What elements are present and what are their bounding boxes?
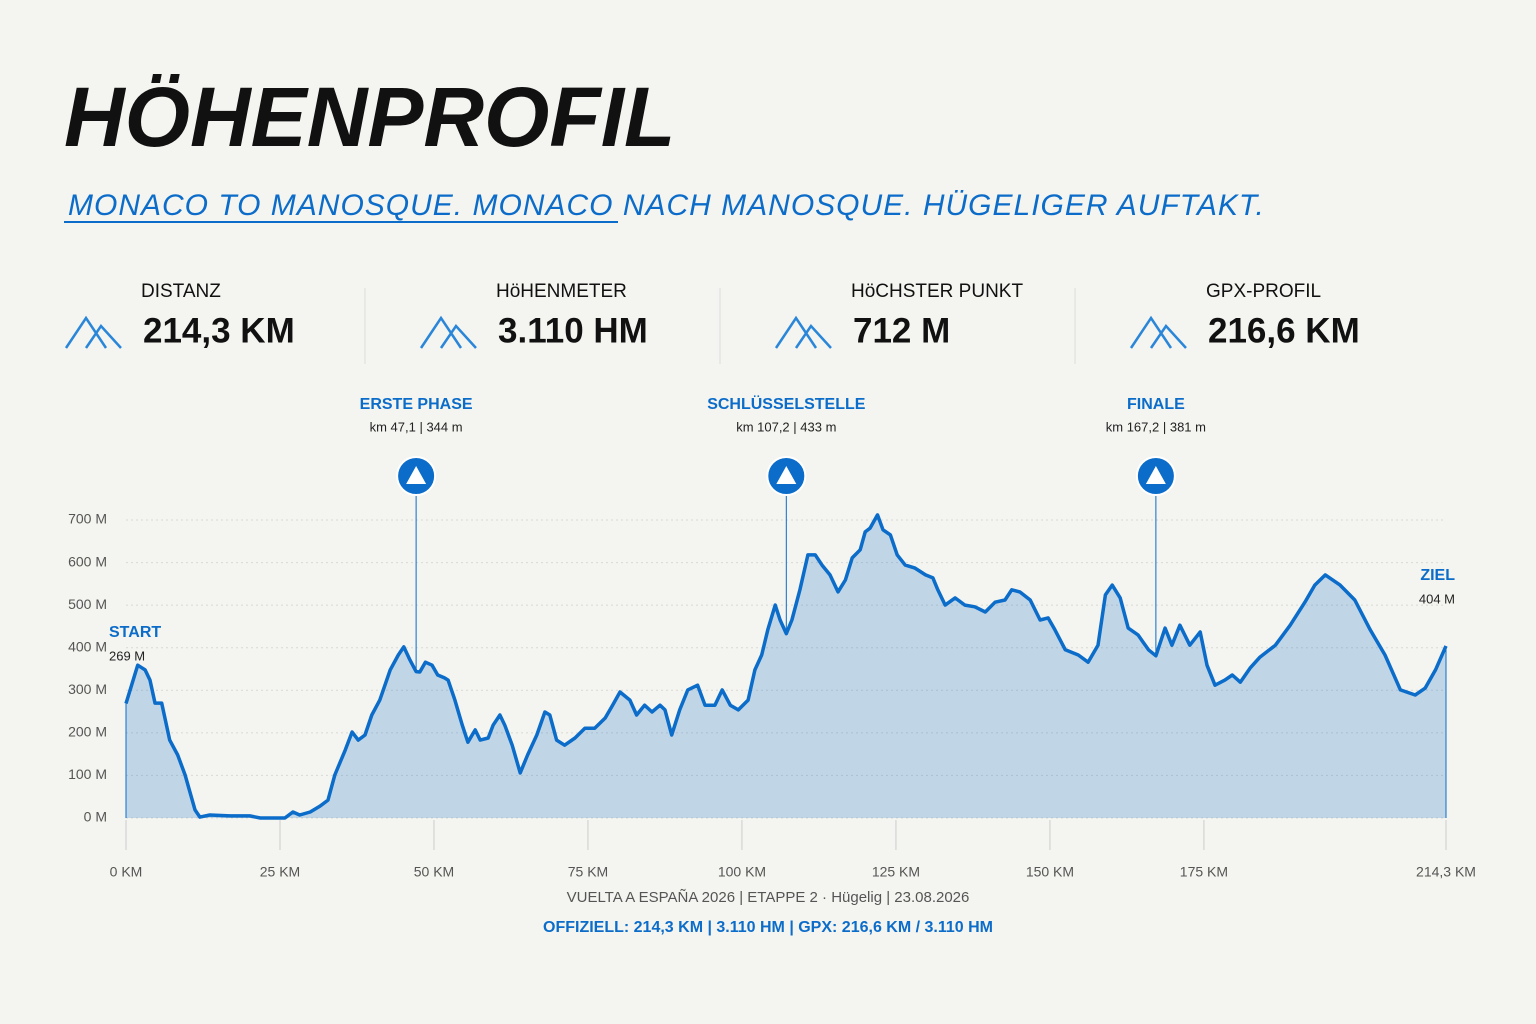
y-tick-label: 300 M	[68, 681, 107, 697]
elevation-area	[126, 514, 1446, 818]
stat-label: HöHENMETER	[496, 281, 627, 302]
footer-official: OFFIZIELL: 214,3 KM | 3.110 HM | GPX: 21…	[543, 919, 993, 936]
start-label: START	[109, 624, 161, 641]
annotation-detail: km 167,2 | 381 m	[1106, 419, 1206, 434]
x-tick-label: 125 KM	[872, 864, 920, 880]
start-elevation: 269 M	[109, 648, 145, 663]
annotation-detail: km 47,1 | 344 m	[370, 419, 463, 434]
stat-value: 3.110 HM	[498, 311, 648, 350]
footer-info: VUELTA A ESPAÑA 2026 | ETAPPE 2 · Hügeli…	[567, 889, 970, 906]
stats: DISTANZ 214,3 KM HöHENMETER 3.110 HM HöCHSTE…	[64, 281, 1360, 364]
stat-value: 214,3 KM	[143, 311, 295, 350]
x-tick-label: 100 KM	[718, 864, 766, 880]
y-tick-label: 700 M	[68, 511, 107, 527]
mountain-icon	[64, 315, 122, 349]
y-tick-label: 0 M	[84, 809, 107, 825]
annotation-label: FINALE	[1127, 396, 1185, 413]
y-tick-label: 400 M	[68, 638, 107, 654]
mountain-icon	[419, 315, 477, 349]
subtitle: MONACO TO MANOSQUE. MONACO NACH MANOSQUE…	[68, 189, 1265, 222]
y-tick-label: 600 M	[68, 553, 107, 569]
x-tick-label: 50 KM	[414, 864, 454, 880]
stat-label: HöCHSTER PUNKT	[851, 281, 1023, 302]
x-tick-label: 25 KM	[260, 864, 300, 880]
plot: 0 M 100 M 200 M 300 M 400 M 500 M 600 M 700 M 0 …	[68, 394, 1476, 879]
stat-value: 216,6 KM	[1208, 311, 1360, 350]
mountain-icon	[1129, 315, 1187, 349]
annotation-label: ERSTE PHASE	[360, 396, 473, 413]
elevation-line	[124, 513, 1448, 820]
stat-label: GPX-PROFIL	[1206, 281, 1321, 302]
end-label: ZIEL	[1420, 567, 1455, 584]
stat-value: 712 M	[853, 311, 950, 350]
marker-icon	[1145, 466, 1166, 484]
marker-icon	[776, 466, 797, 484]
mountain-icon	[774, 315, 832, 349]
stat-label: DISTANZ	[141, 281, 221, 302]
y-tick-label: 500 M	[68, 596, 107, 612]
annotation-label: SCHLÜSSELSTELLE	[707, 394, 866, 413]
x-tick-label: 150 KM	[1026, 864, 1074, 880]
y-tick-label: 100 M	[68, 766, 107, 782]
y-tick-label: 200 M	[68, 724, 107, 740]
x-tick-label: 0 KM	[110, 864, 143, 880]
x-tick-label: 175 KM	[1180, 864, 1228, 880]
annotation-detail: km 107,2 | 433 m	[736, 419, 836, 434]
title: HÖHENPROFIL	[64, 70, 675, 164]
x-tick-label: 214,3 KM	[1416, 864, 1476, 880]
x-tick-label: 75 KM	[568, 864, 608, 880]
end-elevation: 404 M	[1419, 591, 1455, 606]
marker-icon	[406, 466, 427, 484]
